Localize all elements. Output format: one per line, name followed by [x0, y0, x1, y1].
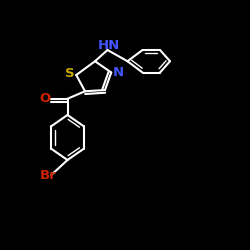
Text: S: S	[65, 67, 75, 80]
Text: HN: HN	[98, 39, 120, 52]
Text: N: N	[113, 66, 124, 80]
Text: O: O	[40, 92, 50, 104]
Text: Br: Br	[40, 169, 56, 182]
